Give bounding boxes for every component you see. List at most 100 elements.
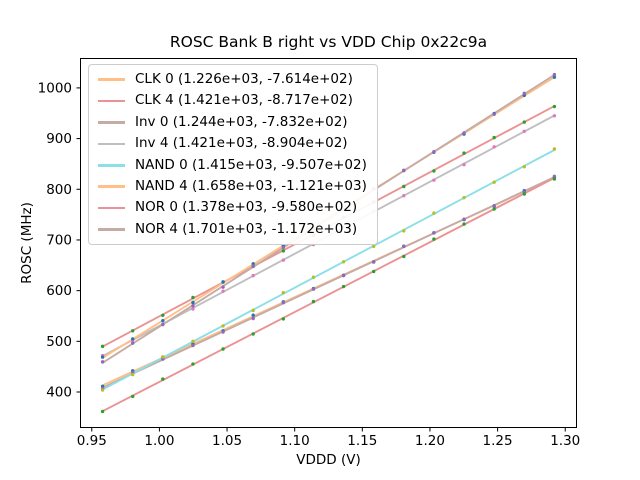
- data-point-clk-4: [432, 169, 436, 173]
- data-point-nand-0: [371, 244, 376, 249]
- data-point-nand-4: [191, 300, 195, 305]
- data-point-nor-0: [462, 222, 466, 226]
- data-point-inv-0: [402, 244, 406, 248]
- data-point-nor-4: [131, 341, 135, 345]
- y-tick-label: 700: [46, 232, 72, 248]
- legend-entry-nor-4: NOR 4 (1.701e+03, -1.172e+03): [98, 219, 367, 240]
- x-tick-label: 1.00: [144, 433, 174, 449]
- x-tick-label: 0.95: [77, 433, 107, 449]
- data-point-clk-4: [552, 104, 557, 109]
- data-point-inv-0: [371, 260, 376, 264]
- data-point-inv-0: [492, 203, 496, 208]
- data-point-clk-4: [161, 313, 165, 317]
- x-axis-label: VDDD (V): [296, 452, 361, 468]
- legend-swatch: [98, 163, 125, 167]
- x-tick-label: 1.10: [280, 433, 310, 449]
- data-point-nor-4: [522, 91, 526, 96]
- data-point-nand-0: [462, 195, 466, 200]
- x-tick-label: 1.30: [550, 433, 580, 449]
- data-point-nand-0: [402, 229, 406, 233]
- series-line-nor-0: [101, 176, 556, 413]
- legend-swatch: [98, 121, 125, 124]
- y-tick-label: 1000: [38, 80, 72, 96]
- data-point-nand-0: [552, 147, 557, 151]
- legend-swatch: [98, 228, 125, 231]
- legend-entry-inv-0: Inv 0 (1.244e+03, -7.832e+02): [98, 112, 367, 133]
- data-point-inv-4: [281, 258, 286, 262]
- data-point-nor-0: [371, 269, 376, 274]
- legend-entry-inv-4: Inv 4 (1.421e+03, -8.904e+02): [98, 133, 367, 154]
- data-point-nor-0: [100, 409, 105, 414]
- data-point-inv-4: [402, 193, 406, 198]
- data-point-clk-4: [100, 344, 105, 349]
- data-point-nor-4: [251, 264, 255, 268]
- data-point-inv-4: [522, 129, 526, 133]
- data-point-nand-0: [221, 324, 225, 328]
- data-point-inv-4: [221, 289, 225, 293]
- x-tick-label: 1.25: [483, 433, 513, 449]
- legend-swatch: [98, 142, 125, 146]
- data-point-nor-4: [161, 322, 165, 327]
- data-point-nor-4: [462, 131, 466, 135]
- x-tick-label: 1.15: [347, 433, 377, 449]
- data-point-nor-0: [281, 317, 286, 321]
- data-point-inv-0: [432, 231, 436, 235]
- data-point-clk-4: [402, 184, 406, 189]
- legend-label: NOR 4 (1.701e+03, -1.172e+03): [135, 220, 358, 237]
- legend-entry-clk-0: CLK 0 (1.226e+03, -7.614e+02): [98, 69, 367, 90]
- data-point-nor-4: [100, 360, 105, 364]
- data-point-nand-0: [251, 308, 255, 313]
- legend-entry-clk-4: CLK 4 (1.421e+03, -8.717e+02): [98, 90, 367, 111]
- x-tick-label: 1.20: [415, 433, 445, 449]
- data-point-nor-0: [432, 237, 436, 241]
- y-tick-label: 800: [46, 182, 72, 198]
- data-point-clk-4: [522, 120, 526, 124]
- data-point-nand-4: [221, 280, 225, 284]
- data-point-nor-0: [492, 207, 496, 211]
- data-point-inv-0: [221, 330, 225, 334]
- y-axis-label: ROSC (MHz): [19, 202, 35, 284]
- data-point-nor-4: [281, 245, 286, 250]
- x-tick-label: 1.05: [212, 433, 242, 449]
- data-point-nand-0: [341, 260, 346, 264]
- data-point-nand-0: [281, 291, 286, 295]
- series-line-inv-0: [101, 176, 556, 389]
- data-point-inv-0: [251, 316, 255, 321]
- chart-title: ROSC Bank B right vs VDD Chip 0x22c9a: [169, 33, 488, 51]
- data-point-nor-0: [522, 192, 526, 196]
- data-point-nor-4: [492, 112, 496, 116]
- data-point-nor-0: [131, 394, 135, 399]
- y-tick-label: 600: [46, 283, 72, 299]
- data-point-nor-4: [402, 168, 406, 173]
- legend: CLK 0 (1.226e+03, -7.614e+02) CLK 4 (1.42…: [88, 64, 378, 246]
- legend-label: NAND 4 (1.658e+03, -1.121e+03): [135, 177, 367, 194]
- data-point-inv-4: [432, 178, 436, 182]
- data-point-inv-4: [462, 162, 466, 167]
- data-point-nor-4: [432, 149, 436, 154]
- data-point-nor-4: [191, 304, 195, 308]
- data-point-nor-4: [552, 72, 557, 77]
- data-point-inv-4: [191, 307, 195, 311]
- y-tick-label: 900: [46, 131, 72, 147]
- series-line-nand-0: [101, 149, 556, 391]
- data-point-nor-0: [402, 254, 406, 259]
- data-point-clk-4: [131, 329, 135, 333]
- legend-label: Inv 4 (1.421e+03, -8.904e+02): [135, 135, 348, 152]
- data-point-nor-0: [552, 177, 557, 181]
- legend-swatch: [98, 206, 125, 210]
- y-tick-label: 400: [46, 385, 72, 401]
- data-point-nand-0: [311, 275, 316, 279]
- data-point-clk-0: [251, 313, 255, 317]
- data-point-inv-4: [552, 114, 557, 118]
- data-point-inv-0: [281, 300, 286, 305]
- legend-label: NOR 0 (1.378e+03, -9.580e+02): [135, 199, 358, 216]
- legend-label: CLK 0 (1.226e+03, -7.614e+02): [135, 70, 353, 87]
- data-point-inv-4: [492, 145, 496, 149]
- data-point-clk-4: [462, 151, 466, 155]
- data-point-nor-0: [341, 284, 346, 289]
- data-point-nand-0: [131, 372, 135, 377]
- data-point-nand-4: [100, 355, 105, 359]
- data-point-clk-4: [281, 249, 286, 253]
- data-point-inv-0: [341, 273, 346, 278]
- data-point-nor-0: [161, 377, 165, 381]
